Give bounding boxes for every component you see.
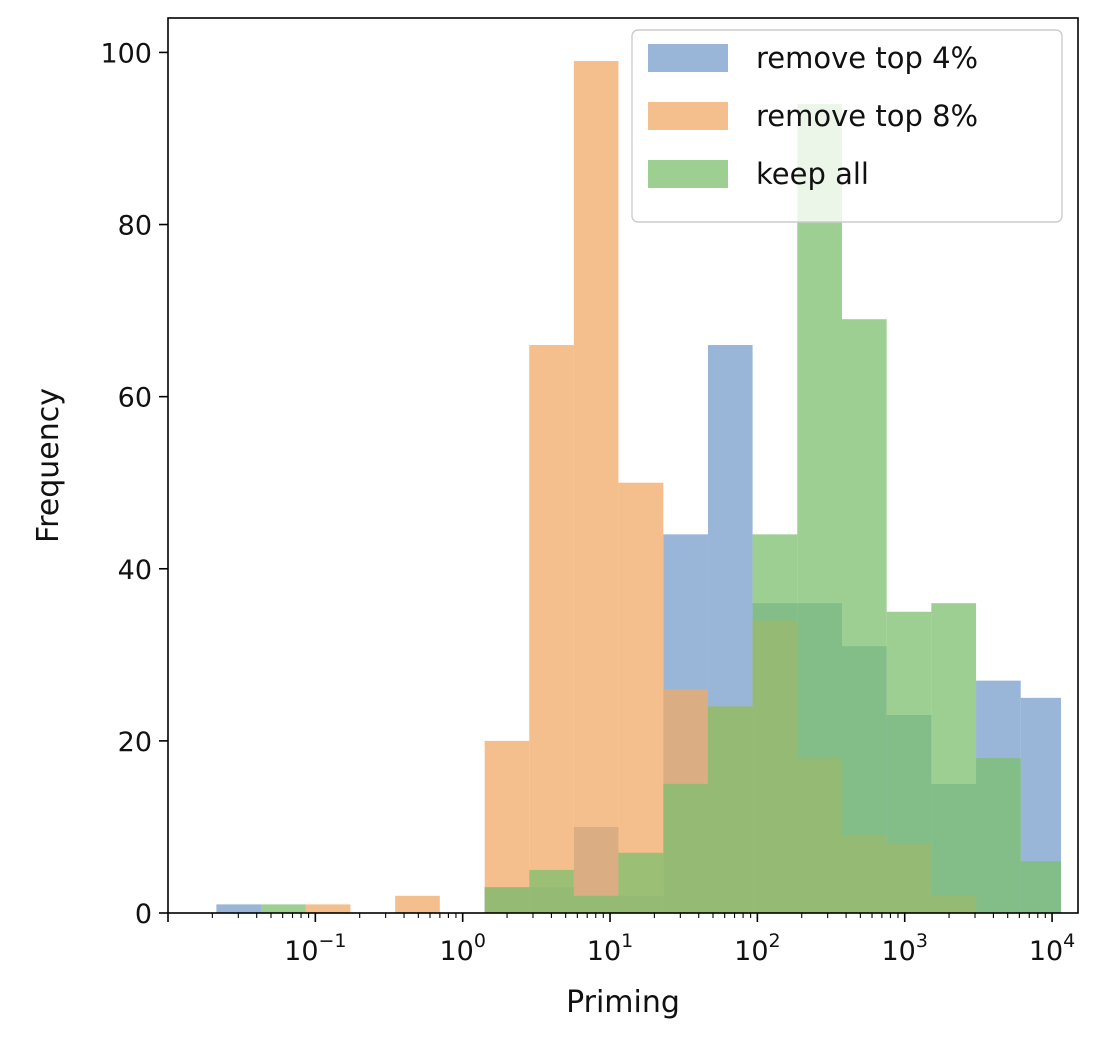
x-tick-label: 103 — [881, 930, 927, 967]
x-tick-label: 101 — [587, 930, 633, 967]
legend-label: keep all — [756, 157, 869, 191]
series-2 — [261, 104, 1061, 914]
plot-frame — [167, 17, 1079, 914]
legend-swatch — [648, 102, 728, 130]
x-tick-base: 10 — [1029, 936, 1063, 967]
histogram-bar — [216, 904, 262, 913]
y-axis-label: Frequency — [31, 388, 66, 543]
legend-swatch — [648, 44, 728, 72]
histogram-bar — [618, 482, 664, 913]
histogram-bar — [931, 603, 977, 913]
x-tick-label: 100 — [439, 930, 485, 967]
histogram-bar — [707, 706, 753, 913]
histogram-bar — [395, 895, 440, 913]
histogram-bar — [1020, 861, 1061, 913]
y-tick-label: 80 — [118, 211, 152, 242]
histogram-bar — [529, 345, 574, 913]
x-tick-exponent: 0 — [474, 930, 486, 952]
legend-label: remove top 4% — [756, 41, 978, 75]
x-tick-exponent: −1 — [319, 930, 347, 952]
y-tick-label: 100 — [100, 38, 152, 69]
legend-label: remove top 8% — [756, 99, 978, 133]
histogram-bar — [976, 758, 1021, 913]
x-axis-ticks: 10−1 100 101 102 103 104 — [167, 913, 1075, 967]
x-tick-exponent: 1 — [621, 930, 633, 952]
legend: remove top 4% remove top 8% keep all — [631, 29, 1063, 223]
x-tick-base: 10 — [734, 936, 768, 967]
bars-layer — [216, 61, 1061, 914]
histogram-bar — [886, 611, 932, 913]
histogram-bar — [752, 534, 798, 913]
y-axis-ticks: 0 20 40 60 80 100 — [100, 38, 168, 930]
histogram-bar — [797, 104, 842, 914]
x-tick-exponent: 3 — [916, 930, 928, 952]
x-tick-base: 10 — [881, 936, 915, 967]
legend-box — [631, 29, 1063, 223]
histogram-bar — [618, 852, 664, 913]
y-tick-label: 60 — [118, 383, 152, 414]
histogram-bar — [484, 740, 530, 913]
x-tick-label: 10−1 — [284, 930, 346, 967]
x-tick-base: 10 — [284, 936, 318, 967]
histogram-bar — [484, 887, 530, 913]
x-tick-base: 10 — [587, 936, 621, 967]
histogram-bar — [573, 895, 619, 913]
histogram-bar — [573, 61, 619, 913]
x-axis-label: Priming — [566, 985, 680, 1020]
histogram-bar — [663, 783, 708, 913]
histogram-bar — [261, 904, 306, 913]
legend-swatch — [648, 160, 728, 188]
x-tick-exponent: 4 — [1063, 930, 1075, 952]
x-tick-label: 104 — [1029, 930, 1075, 967]
histogram-bar — [529, 869, 574, 913]
x-tick-label: 102 — [734, 930, 780, 967]
histogram-bar — [305, 904, 351, 913]
histogram-bar — [841, 319, 887, 914]
y-tick-label: 20 — [118, 727, 152, 758]
y-tick-label: 40 — [118, 555, 152, 586]
x-tick-exponent: 2 — [769, 930, 781, 952]
y-tick-label: 0 — [135, 899, 152, 930]
x-tick-base: 10 — [439, 936, 473, 967]
